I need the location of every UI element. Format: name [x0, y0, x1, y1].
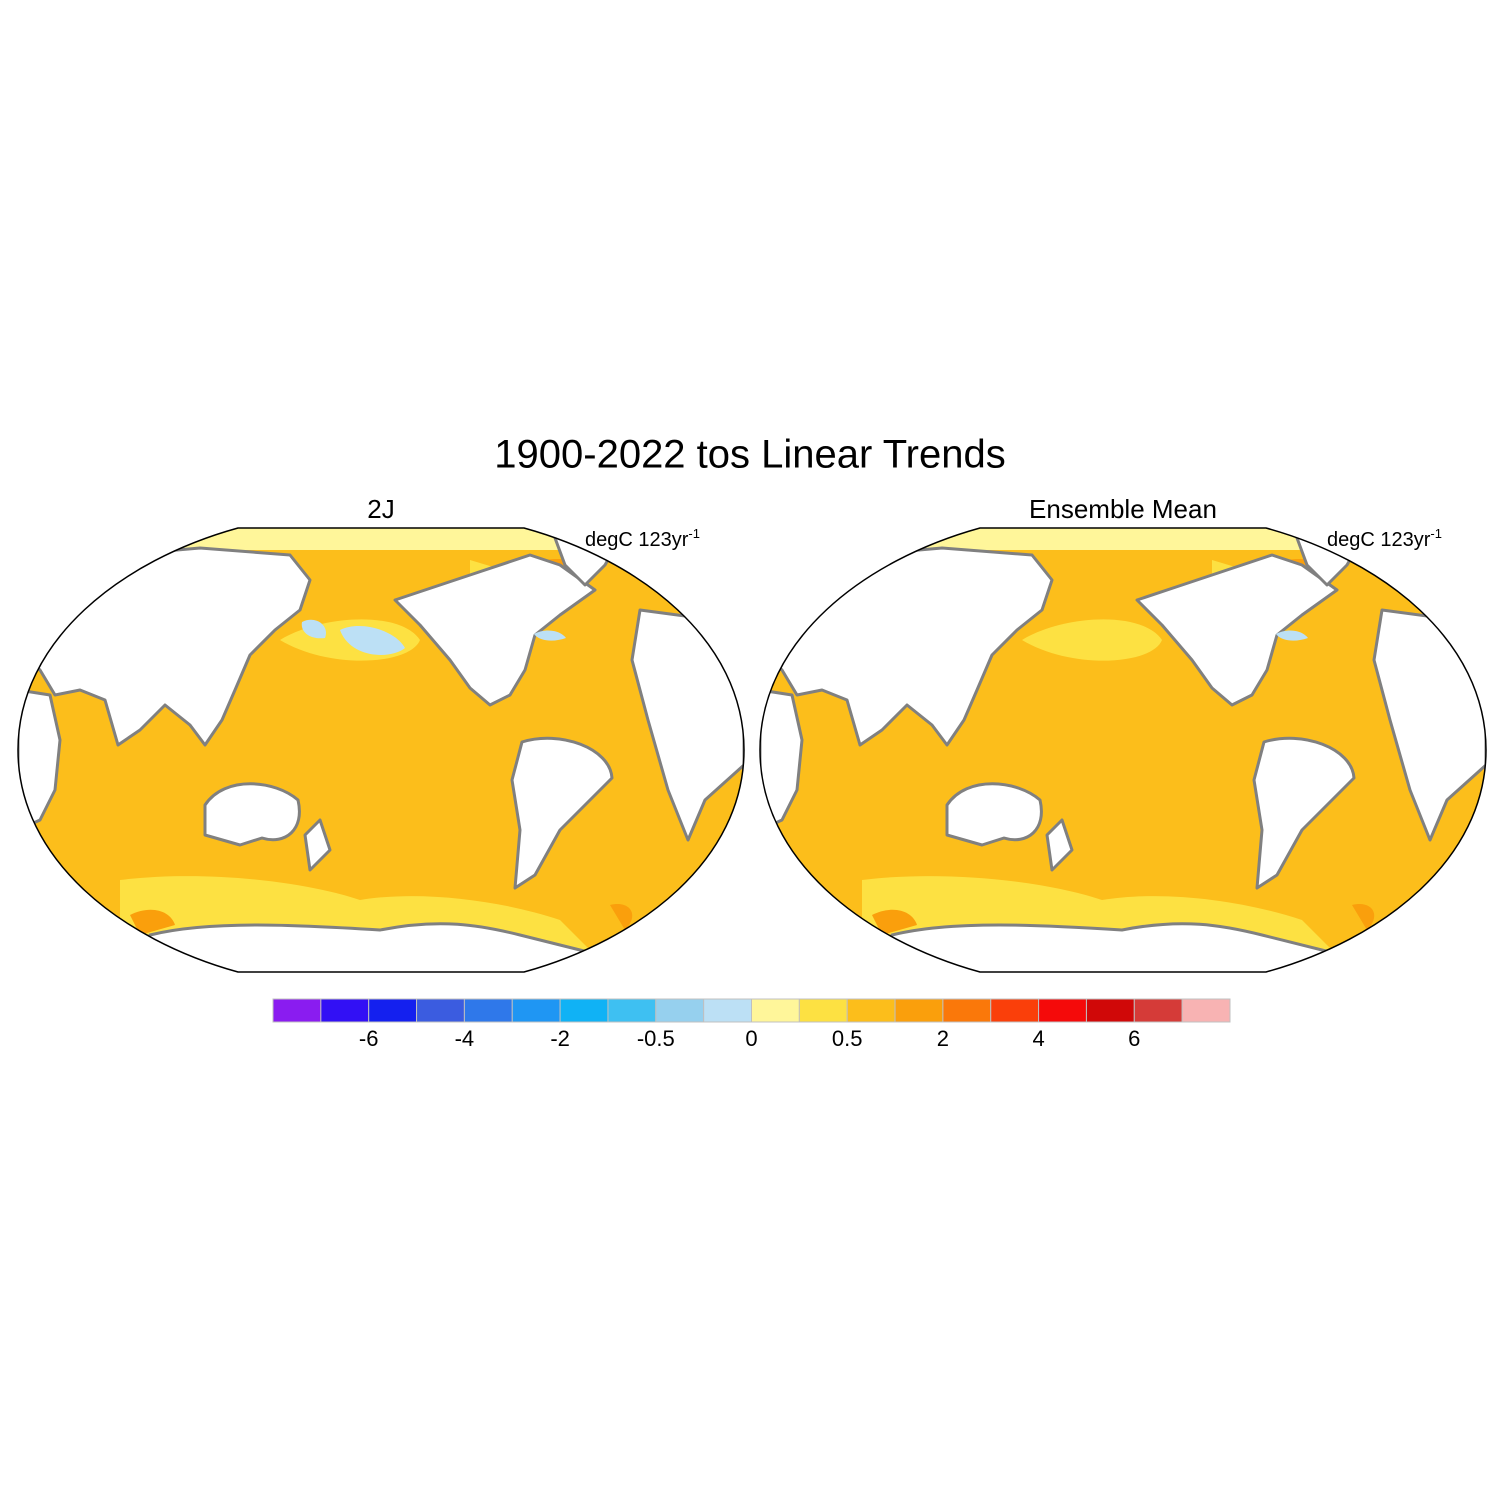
units-base: degC 123yr — [585, 529, 689, 551]
units-exponent: -1 — [1430, 526, 1442, 541]
panel-title: Ensemble Mean — [1029, 494, 1217, 524]
map-panel: Ensemble Mean degC 123yr-1 — [742, 494, 1502, 985]
colorbar-box — [368, 998, 418, 1023]
colorbar-box — [1085, 998, 1135, 1023]
units-label: degC 123yr-1 — [585, 526, 700, 551]
colorbar-box — [751, 998, 800, 1023]
colorbar-label: 4 — [1032, 1026, 1044, 1051]
colorbar-label: 6 — [1128, 1026, 1140, 1051]
colorbar-label: -6 — [359, 1026, 379, 1051]
colorbar-box — [559, 998, 609, 1023]
map-clip — [742, 528, 1502, 985]
cold-patch — [1276, 630, 1308, 641]
colorbar-box — [607, 998, 657, 1023]
colorbar-label: 2 — [937, 1026, 949, 1051]
colorbar-label: -4 — [455, 1026, 475, 1051]
colorbar-box — [990, 998, 1040, 1023]
colorbar-label: 0 — [745, 1026, 757, 1051]
colorbar-box — [703, 998, 753, 1023]
cold-patch — [534, 630, 566, 641]
colorbar-box — [894, 998, 944, 1023]
colorbar-box — [416, 998, 465, 1023]
colorbar-box — [655, 998, 705, 1023]
units-exponent: -1 — [688, 526, 700, 541]
colorbar-box — [463, 998, 513, 1023]
panel-title: 2J — [367, 494, 394, 524]
map-panel: 2J degC 123yr-1 — [0, 494, 760, 985]
colorbar-box — [942, 998, 992, 1023]
colorbar-box — [1181, 998, 1231, 1023]
colorbar-box — [798, 998, 848, 1023]
colorbar-box — [846, 998, 896, 1023]
colorbar: -6 -4 -2 -0.5 0 0.5 2 4 6 — [272, 998, 1231, 1051]
colorbar-label: -0.5 — [637, 1026, 675, 1051]
cold-patch — [340, 626, 405, 655]
colorbar-label: 0.5 — [832, 1026, 863, 1051]
cold-patch — [301, 619, 326, 639]
title: 1900-2022 tos Linear Trends — [494, 433, 1005, 477]
colorbar-box — [320, 998, 370, 1023]
units-label: degC 123yr-1 — [1327, 526, 1442, 551]
colorbar-box — [1038, 998, 1087, 1023]
map-clip — [0, 528, 760, 985]
colorbar-label: -2 — [550, 1026, 570, 1051]
colorbar-box — [511, 998, 561, 1023]
colorbar-box — [1133, 998, 1183, 1023]
colorbar-box — [272, 998, 322, 1023]
units-base: degC 123yr — [1327, 529, 1431, 551]
